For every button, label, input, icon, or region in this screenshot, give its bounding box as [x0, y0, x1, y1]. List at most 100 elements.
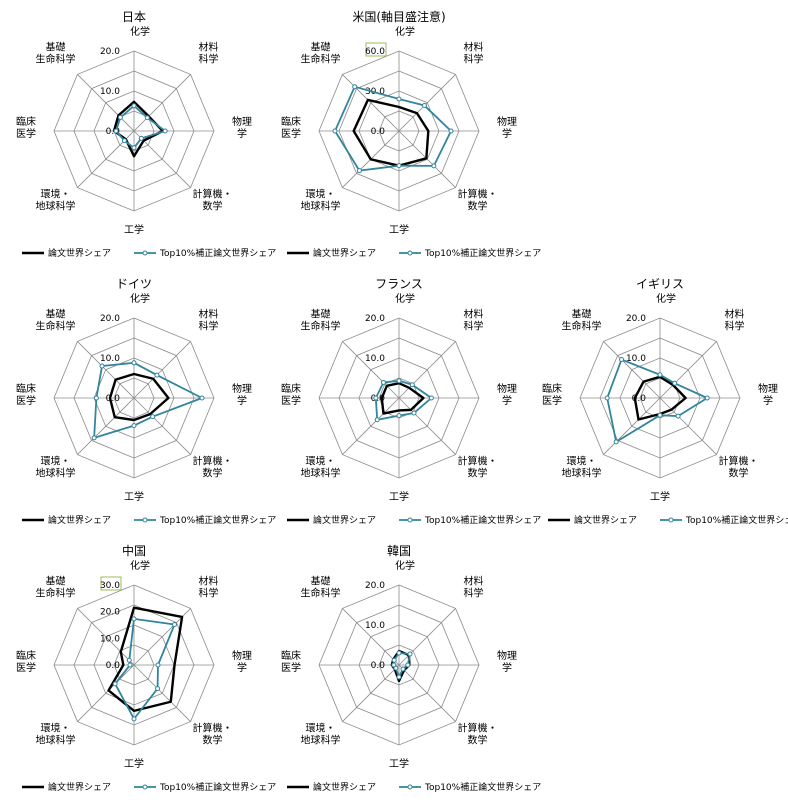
- axis-label: 環境・: [41, 454, 71, 467]
- axis-label: 環境・: [41, 187, 71, 200]
- tick-label: 20.0: [365, 314, 385, 324]
- axis-label: 化学: [395, 292, 415, 305]
- axis-label: 科学: [724, 320, 744, 333]
- axis-label: 医学: [16, 394, 36, 407]
- legend-share-label: 論文世界シェア: [48, 514, 111, 526]
- axis-spoke: [133, 397, 191, 455]
- series-top10-point: [117, 114, 123, 120]
- series-top10-point: [448, 128, 454, 134]
- axis-label: 臨床: [16, 649, 36, 662]
- axis-label: 生命科学: [301, 587, 341, 600]
- axis-label: 物理: [497, 382, 517, 395]
- series-top10-point: [374, 417, 380, 423]
- tick-label: 30.0: [100, 581, 120, 591]
- series-top10-point: [675, 413, 681, 419]
- series-top10-point: [93, 395, 99, 401]
- axis-spoke: [398, 664, 456, 722]
- series-top10-point: [155, 662, 161, 668]
- series-top10-point: [131, 616, 137, 622]
- axis-label: 生命科学: [36, 320, 76, 333]
- series-top10-point: [657, 412, 663, 418]
- axis-label: 計算機・: [457, 454, 497, 467]
- series-top10-point: [396, 674, 402, 680]
- series-top10-point: [421, 103, 427, 109]
- tick-label: 10.0: [365, 621, 385, 631]
- axis-label: 工学: [124, 223, 144, 236]
- axis-label: 基礎: [572, 308, 592, 321]
- tick-label: 10.0: [365, 354, 385, 364]
- axis-label: 学: [237, 127, 247, 140]
- axis-label: 数学: [467, 466, 487, 479]
- tick-label: 20.0: [100, 314, 120, 324]
- axis-label: 材料: [198, 575, 218, 588]
- series-share-line: [107, 606, 184, 713]
- axis-label: 基礎: [311, 575, 331, 588]
- axis-label: 生命科学: [562, 320, 602, 333]
- axis-label: 材料: [463, 308, 483, 321]
- axis-label: 計算機・: [192, 187, 232, 200]
- axis-label: 臨床: [281, 382, 301, 395]
- series-top10-point: [131, 145, 137, 151]
- series-top10-point: [657, 372, 663, 378]
- series-share-line: [352, 98, 430, 167]
- series-top10-point: [162, 128, 168, 134]
- tick-highlight-box: [365, 42, 387, 57]
- tick-label: 0.0: [371, 127, 386, 137]
- series-top10-point: [396, 413, 402, 419]
- series-top10-point: [131, 103, 137, 109]
- axis-label: 臨床: [542, 382, 562, 395]
- axis-spoke: [659, 341, 717, 399]
- legend-share-label: 論文世界シェア: [48, 781, 111, 793]
- axis-label: 物理: [232, 649, 252, 662]
- axis-spoke: [77, 74, 135, 132]
- axis-label: 生命科学: [36, 53, 76, 66]
- axis-label: 計算機・: [457, 721, 497, 734]
- series-top10-point: [131, 423, 137, 429]
- series-top10-point: [409, 382, 415, 388]
- axis-label: 地球科学: [562, 466, 602, 479]
- axis-spoke: [133, 74, 191, 132]
- axis-label: 臨床: [281, 649, 301, 662]
- axis-label: 工学: [389, 490, 409, 503]
- legend-top10-label: Top10%補正論文世界シェア: [424, 781, 541, 793]
- axis-label: 基礎: [311, 308, 331, 321]
- axis-label: 材料: [198, 41, 218, 54]
- tick-label: 0.0: [106, 394, 121, 404]
- axis-label: 地球科学: [36, 199, 76, 212]
- axis-spoke: [342, 74, 400, 132]
- axis-label: 医学: [16, 661, 36, 674]
- axis-label: 学: [763, 394, 773, 407]
- axis-label: 医学: [281, 661, 301, 674]
- chart-title: 韓国: [387, 544, 411, 558]
- series-top10-point: [391, 662, 397, 668]
- tick-label: 0.0: [371, 661, 386, 671]
- tick-highlight-box: [100, 576, 122, 591]
- legend-top10-marker: [142, 517, 148, 523]
- series-top10-point: [356, 168, 362, 174]
- axis-label: 生命科学: [301, 53, 341, 66]
- series-top10-point: [172, 621, 178, 627]
- chart-title: 日本: [122, 10, 146, 24]
- series-top10-point: [131, 716, 137, 722]
- legend-top10-marker: [142, 784, 148, 790]
- axis-spoke: [133, 664, 191, 722]
- axis-label: 計算機・: [192, 454, 232, 467]
- legend-share-label: 論文世界シェア: [48, 247, 111, 259]
- axis-label: 臨床: [281, 115, 301, 128]
- legend-share-label: 論文世界シェア: [313, 514, 376, 526]
- axis-label: 計算機・: [457, 187, 497, 200]
- axis-label: 科学: [463, 320, 483, 333]
- series-top10-point: [619, 357, 625, 363]
- tick-label: 10.0: [100, 634, 120, 644]
- axis-spoke: [77, 397, 135, 455]
- series-top10-point: [144, 115, 150, 121]
- axis-spoke: [659, 397, 717, 455]
- series-top10-point: [373, 395, 379, 401]
- axis-label: 物理: [497, 115, 517, 128]
- axis-label: 材料: [724, 308, 744, 321]
- axis-label: 基礎: [46, 308, 66, 321]
- axis-label: 工学: [650, 490, 670, 503]
